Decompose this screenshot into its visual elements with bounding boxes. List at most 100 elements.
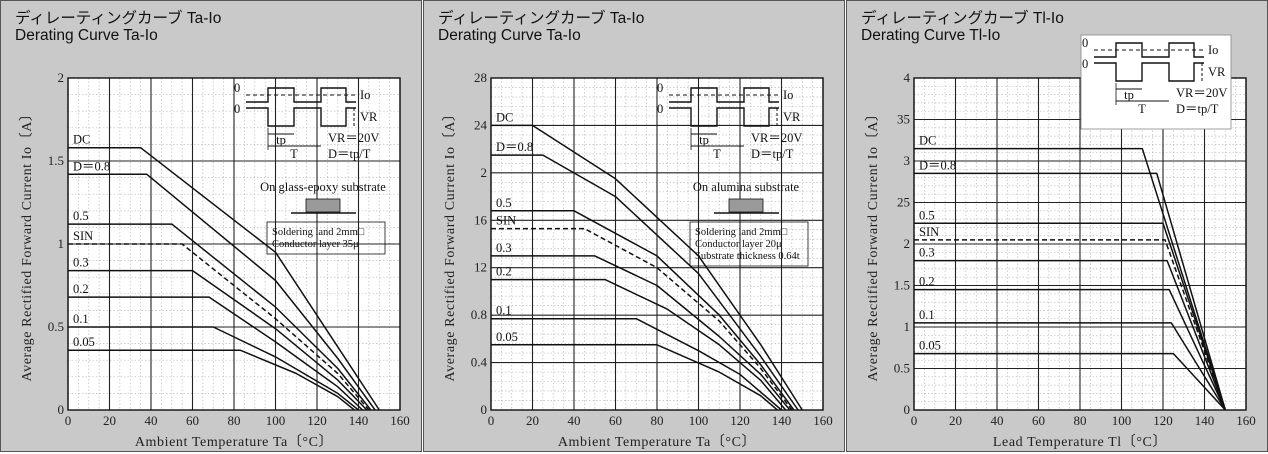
derating-chart-svg: 0 20 40 60 80 100 120 140 160 0 0.5 1 1.5 2 25 3 35 4 Lead… bbox=[865, 34, 1256, 450]
duty-label: D＝tp/T bbox=[751, 147, 794, 161]
series-line-3 bbox=[68, 243, 370, 411]
x-tick-label: 140 bbox=[349, 413, 369, 428]
series-label: D＝0.8 bbox=[496, 140, 533, 154]
t-label: T bbox=[1138, 102, 1146, 116]
series-line-6 bbox=[68, 326, 359, 411]
t-label: T bbox=[713, 147, 721, 161]
series-line-1 bbox=[914, 172, 1227, 411]
chart-title: Derating Curve Ta-Io bbox=[438, 27, 581, 44]
y-tick-label: 28 bbox=[474, 70, 487, 85]
series-line-6 bbox=[491, 317, 782, 411]
y-tick-label: 1 bbox=[58, 236, 65, 251]
x-tick-label: 20 bbox=[526, 413, 539, 428]
y-axis-title: Average Rectified Forward Current Io〔A〕 bbox=[19, 106, 35, 381]
y-tick-label: 1 bbox=[904, 319, 911, 334]
x-tick-label: 160 bbox=[390, 413, 410, 428]
series-line-7 bbox=[491, 344, 778, 411]
duty-label: D＝tp/T bbox=[328, 147, 371, 161]
x-tick-label: 80 bbox=[228, 413, 241, 428]
substrate-notes-box bbox=[266, 221, 386, 255]
derating-chart-svg: 0 20 40 60 80 100 120 140 160 0 0.4 0.8 12 16 2 24 28 Amb… bbox=[442, 70, 833, 450]
tp-label: tp bbox=[699, 133, 709, 147]
series-label: 0.3 bbox=[73, 256, 89, 270]
zero-label: 0 bbox=[1082, 57, 1088, 71]
t-label: T bbox=[290, 147, 298, 161]
series-label: 0.1 bbox=[496, 304, 512, 318]
series-line-7 bbox=[68, 349, 355, 411]
y-tick-label: 12 bbox=[474, 260, 487, 275]
y-tick-label: 2 bbox=[481, 165, 488, 180]
series-line-5 bbox=[914, 288, 1226, 411]
y-tick-label: 3 bbox=[904, 153, 911, 168]
x-tick-label: 120 bbox=[307, 413, 327, 428]
chart-title: Derating Curve Ta-Io bbox=[15, 27, 158, 44]
zero-label: 0 bbox=[1082, 36, 1088, 50]
tp-label: tp bbox=[1124, 88, 1134, 102]
x-tick-label: 140 bbox=[772, 413, 792, 428]
series-label: SIN bbox=[73, 229, 93, 243]
waveform-diagram bbox=[1094, 42, 1206, 105]
series-label: SIN bbox=[496, 214, 516, 228]
substrate-note: Soldering land 2mm□ bbox=[272, 227, 365, 238]
zero-label: 0 bbox=[657, 81, 663, 95]
y-tick-label: 2 bbox=[904, 236, 911, 251]
y-tick-label: 35 bbox=[897, 112, 910, 127]
tp-label: tp bbox=[276, 133, 286, 147]
x-tick-label: 40 bbox=[145, 413, 158, 428]
y-axis-title: Average Rectified Forward Current Io〔A〕 bbox=[442, 106, 458, 381]
series-line-2 bbox=[68, 223, 372, 411]
y-tick-label: 0.8 bbox=[471, 307, 487, 322]
chart-panel-ta-io-alumina: ディレーティングカーブ Ta-Io Derating Curve Ta-Io 0… bbox=[423, 0, 845, 452]
series-label: DC bbox=[496, 110, 513, 124]
x-axis-title: Lead Temperature Tl〔°C〕 bbox=[993, 434, 1167, 450]
series-line-0 bbox=[491, 124, 803, 411]
io-label: Io bbox=[360, 88, 370, 102]
series-label: 0.3 bbox=[919, 246, 935, 260]
series-label: 0.3 bbox=[496, 241, 512, 255]
x-axis-title: Ambient Temperature Ta〔°C〕 bbox=[135, 434, 333, 450]
x-axis-title: Ambient Temperature Ta〔°C〕 bbox=[558, 434, 756, 450]
series-label: 0.05 bbox=[919, 339, 941, 353]
vr-label: VR bbox=[1208, 65, 1226, 79]
x-tick-label: 60 bbox=[609, 413, 622, 428]
y-axis-title: Average Rectified Forward Current Io〔A〕 bbox=[865, 106, 881, 381]
series-line-4 bbox=[68, 269, 368, 411]
zero-label: 0 bbox=[234, 81, 240, 95]
y-tick-label: 0 bbox=[481, 402, 488, 417]
io-label: Io bbox=[783, 88, 793, 102]
derating-chart-svg: 0 20 40 60 80 100 120 140 160 0 0.5 1 1.5 2 Ambient Te… bbox=[19, 70, 410, 450]
x-tick-label: 60 bbox=[186, 413, 199, 428]
zero-label: 0 bbox=[234, 102, 240, 116]
series-label: 0.05 bbox=[496, 330, 518, 344]
y-tick-label: 24 bbox=[474, 117, 488, 132]
chart-title: Derating Curve Tl-Io bbox=[861, 27, 1001, 44]
series-label: 0.2 bbox=[73, 282, 89, 296]
series-line-5 bbox=[491, 278, 787, 411]
substrate-notes-box bbox=[689, 221, 809, 267]
substrate-note: Conductor layer 20μ bbox=[695, 239, 782, 250]
vr-value-label: VR＝20V bbox=[328, 131, 379, 145]
x-tick-label: 160 bbox=[1236, 413, 1256, 428]
x-tick-label: 0 bbox=[65, 413, 72, 428]
series-line-3 bbox=[914, 239, 1227, 411]
vr-waveform bbox=[669, 107, 779, 127]
series-line-5 bbox=[68, 296, 364, 411]
duty-label: D＝tp/T bbox=[1176, 102, 1219, 116]
vr-value-label: VR＝20V bbox=[751, 131, 802, 145]
minor-grid bbox=[491, 78, 823, 410]
x-tick-label: 160 bbox=[813, 413, 833, 428]
y-tick-label: 4 bbox=[904, 70, 911, 85]
x-tick-label: 40 bbox=[568, 413, 581, 428]
y-tick-label: 25 bbox=[897, 195, 910, 210]
vr-label: VR bbox=[360, 110, 378, 124]
chart-title-jp: ディレーティングカーブ Ta-Io bbox=[438, 10, 645, 27]
waveform-diagram bbox=[669, 87, 781, 150]
series-line-7 bbox=[914, 352, 1226, 411]
x-tick-label: 100 bbox=[266, 413, 286, 428]
waveform-diagram bbox=[246, 87, 358, 150]
series-label: D＝0.8 bbox=[73, 159, 110, 173]
series-label: DC bbox=[73, 133, 90, 147]
y-tick-label: 2 bbox=[58, 70, 65, 85]
x-tick-label: 20 bbox=[103, 413, 116, 428]
y-tick-label: 1.5 bbox=[894, 278, 910, 293]
